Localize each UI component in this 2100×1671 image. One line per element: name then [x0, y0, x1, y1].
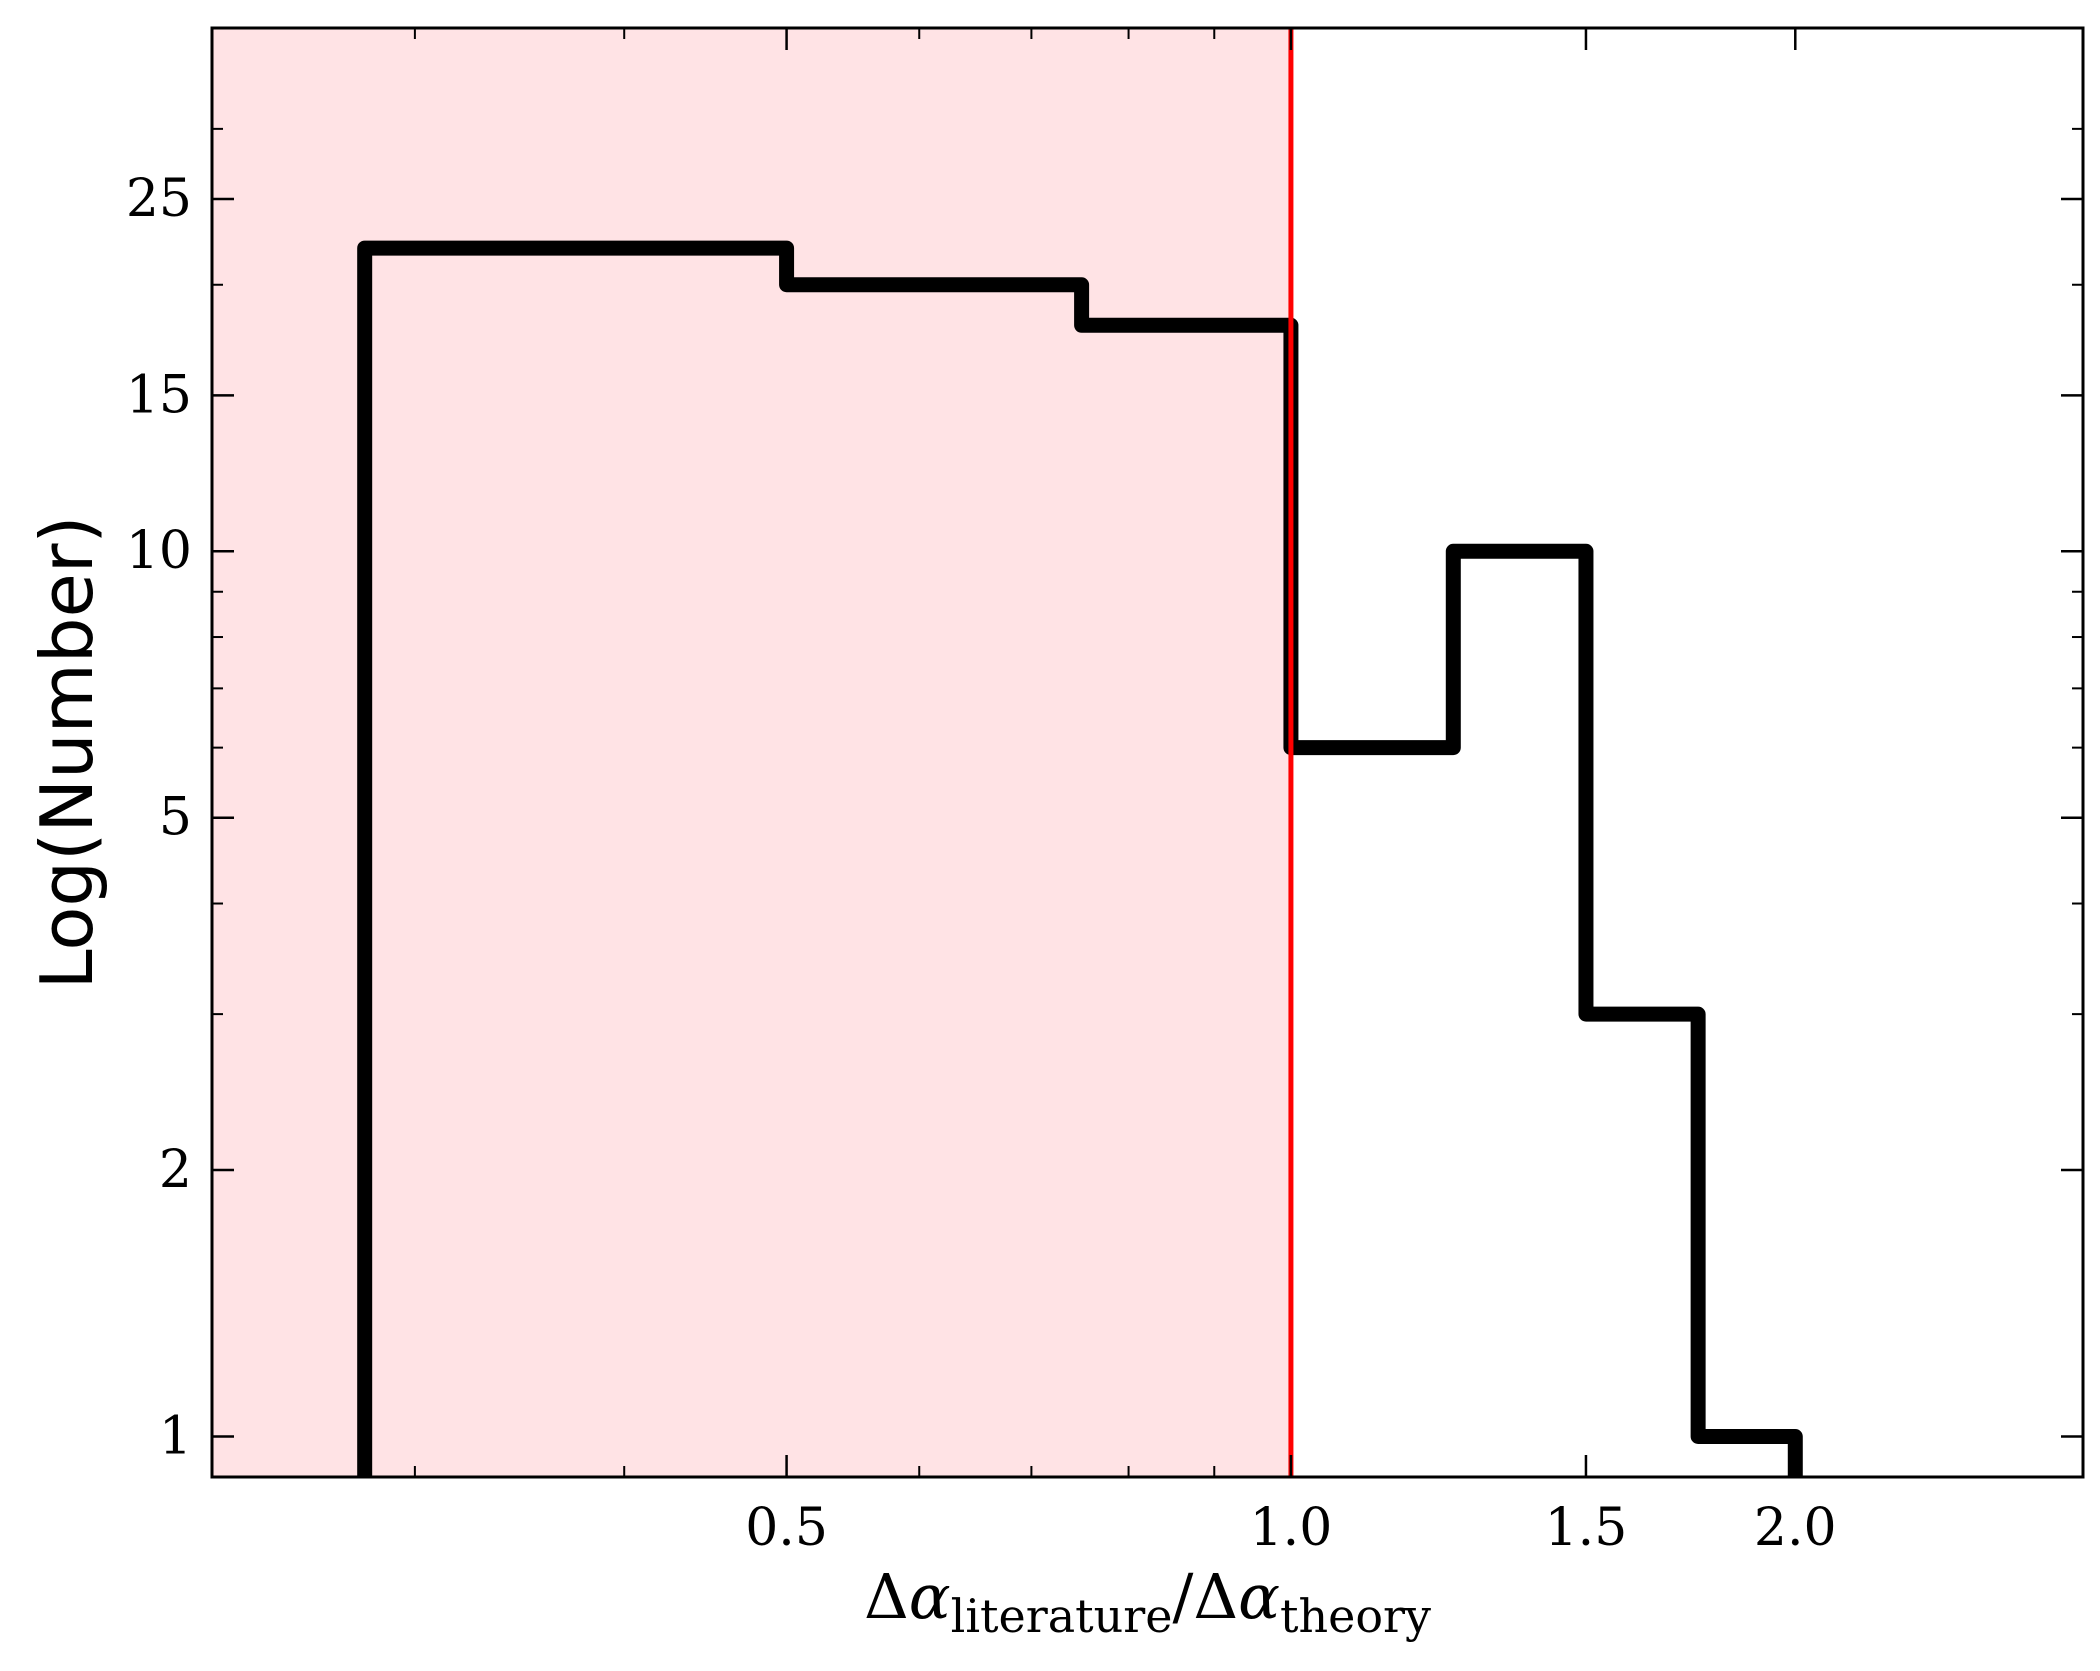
- x-axis-label-delta-1: Δ: [864, 1560, 909, 1633]
- y-tick-label: 15: [126, 365, 192, 425]
- shaded-region: [212, 28, 1291, 1477]
- y-tick-label: 1: [159, 1406, 192, 1466]
- x-axis-label-delta-2: Δ: [1193, 1560, 1238, 1633]
- plot-frame: [210, 26, 2085, 1479]
- x-tick-label: 2.0: [1754, 1498, 1837, 1558]
- y-tick-label: 10: [126, 521, 192, 581]
- histogram-outline: [357, 240, 1803, 1477]
- tick-marks: [212, 28, 2083, 1477]
- x-tick-label: 0.5: [745, 1498, 828, 1558]
- x-axis-label-alpha-2: α: [1238, 1560, 1280, 1633]
- y-tick-label: 5: [159, 788, 192, 848]
- x-tick-label: 1.0: [1250, 1498, 1333, 1558]
- x-tick-label: 1.5: [1545, 1498, 1628, 1558]
- x-axis-label-sub-2: theory: [1280, 1589, 1431, 1643]
- y-axis-label: Log(Number): [25, 515, 109, 989]
- x-axis-label-slash: /: [1172, 1560, 1193, 1633]
- x-axis-label-sub-1: literature: [951, 1589, 1173, 1643]
- x-axis-label: Δαliterature/Δαtheory: [864, 1560, 1431, 1643]
- y-tick-label: 25: [126, 169, 192, 229]
- x-axis-label-alpha-1: α: [909, 1560, 951, 1633]
- y-tick-label: 2: [159, 1140, 192, 1200]
- x-tick-labels: 0.5 1.0 1.5 2.0: [745, 1498, 1836, 1558]
